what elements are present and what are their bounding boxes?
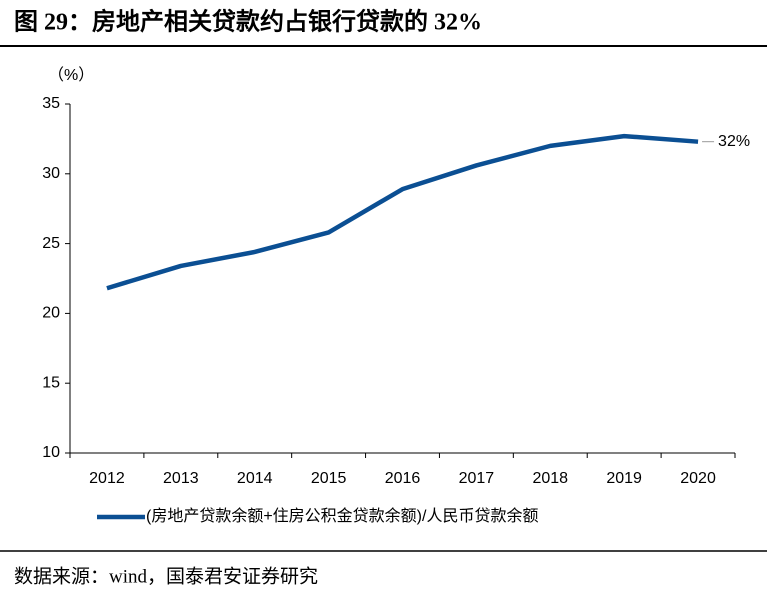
x-tick-label: 2018	[532, 470, 568, 487]
y-tick-label: 35	[42, 95, 60, 112]
y-tick-label: 20	[42, 305, 60, 322]
y-unit: （%）	[48, 66, 94, 84]
y-tick-label: 25	[42, 235, 60, 252]
x-tick-label: 2013	[163, 470, 199, 487]
x-tick-label: 2015	[311, 470, 347, 487]
x-tick-label: 2019	[606, 470, 642, 487]
data-label: 32%	[718, 133, 750, 150]
y-tick-label: 10	[42, 444, 60, 461]
y-tick-label: 15	[42, 374, 60, 391]
legend-label: (房地产贷款余额+住房公积金贷款余额)/人民币贷款余额	[146, 506, 538, 525]
x-tick-label: 2017	[459, 470, 495, 487]
line	[106, 133, 699, 291]
x-tick-label: 2020	[680, 470, 716, 487]
x-tick-label: 2016	[385, 470, 421, 487]
source: 数据来源：wind，国泰君安证券研究	[14, 565, 318, 587]
y-tick-label: 30	[42, 165, 60, 182]
x-tick-label: 2014	[237, 470, 273, 487]
x-tick-label: 2012	[89, 470, 125, 487]
chart-title: 图 29：房地产相关贷款约占银行贷款的 32%	[14, 8, 482, 36]
